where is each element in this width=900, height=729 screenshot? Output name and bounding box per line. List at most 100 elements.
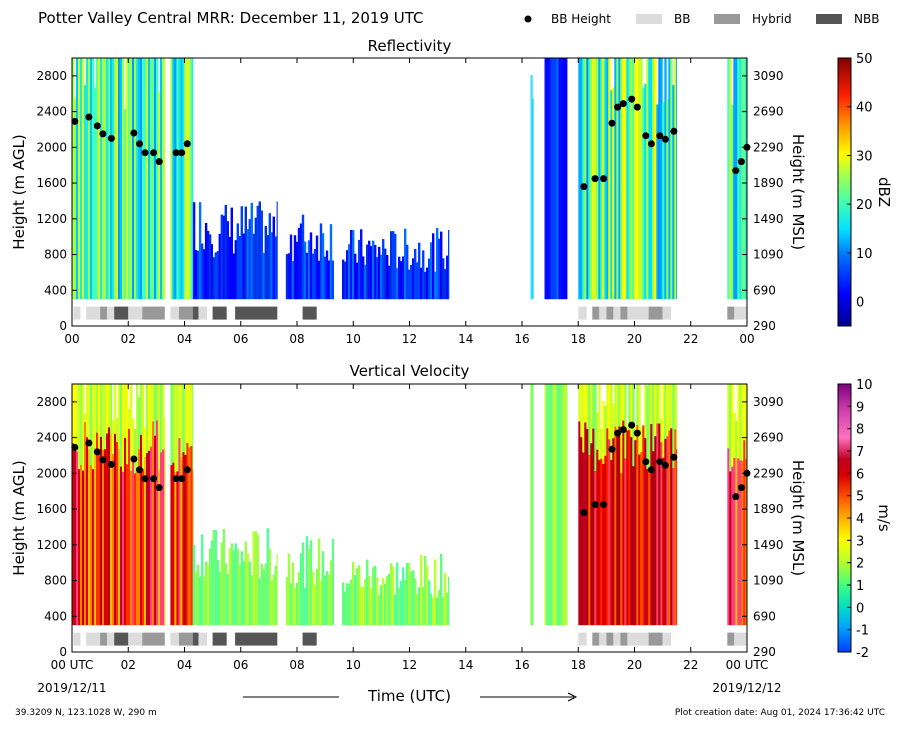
heatmap-cell (741, 384, 744, 461)
bb-height-point (71, 117, 79, 125)
bb-type-segment (613, 632, 621, 646)
heatmap-cell (297, 227, 301, 300)
x-tick-label: 22 (683, 658, 698, 672)
heatmap-cell (88, 449, 91, 626)
legend-label: BB Height (551, 12, 611, 26)
bb-height-point (93, 448, 101, 456)
heatmap-cell (638, 384, 641, 455)
heatmap-cell (530, 75, 533, 300)
heatmap-cell (323, 256, 327, 300)
heatmap-cell (114, 58, 117, 300)
bb-type-segment (192, 306, 199, 320)
legend-item: BB (636, 12, 690, 26)
heatmap-cell (192, 544, 196, 626)
heatmap-cell (138, 449, 141, 626)
heatmap-cell (586, 428, 589, 626)
reflectivity-heatmap (72, 58, 747, 300)
heatmap-cell (148, 384, 151, 451)
heatmap-cell (350, 579, 353, 626)
heatmap-cell (530, 384, 533, 626)
bb-height-point (628, 421, 636, 429)
x-ticks-top: 00 02 04 06 08 10 12 14 16 18 20 22 00 (64, 58, 755, 346)
heatmap-cell (319, 223, 323, 300)
bb-type-segment (114, 306, 129, 320)
heatmap-cell (297, 572, 301, 626)
heatmap-cell (376, 577, 379, 626)
heatmap-cell (668, 384, 671, 431)
bb-type-segment (86, 632, 101, 646)
heatmap-cell (124, 437, 127, 626)
heatmap-cell (646, 59, 649, 300)
heatmap-cell (98, 449, 101, 626)
bb-height-point (656, 458, 664, 466)
heatmap-cell (432, 597, 435, 626)
x-tick-label: 20 (627, 332, 642, 346)
heatmap-cell (178, 384, 181, 439)
x-tick-label: 14 (458, 658, 473, 672)
heatmap-cell (650, 424, 653, 626)
bb-height-point (642, 132, 650, 140)
heatmap-cell (362, 256, 365, 300)
heatmap-cell (588, 384, 591, 455)
heatmap-cell (618, 384, 621, 427)
heatmap-cell (668, 58, 671, 300)
heatmap-cell (180, 384, 183, 457)
heatmap-cell (582, 452, 585, 626)
heatmap-cell (270, 580, 273, 626)
heatmap-cell (590, 58, 593, 300)
heatmap-cell (295, 241, 299, 300)
heatmap-cell (186, 384, 189, 443)
heatmap-cell (660, 419, 663, 443)
heatmap-cell (206, 230, 210, 300)
heatmap-cell (248, 219, 251, 300)
heatmap-cell (327, 260, 331, 300)
bb-type-strip-bottom (73, 632, 747, 646)
heatmap-cell (321, 233, 325, 300)
heatmap-cell (84, 422, 87, 626)
bb-type-segment (620, 632, 628, 646)
heatmap-cell (317, 538, 321, 626)
heatmap-cell (654, 384, 657, 437)
bb-height-point (670, 127, 678, 135)
bb-height-point (172, 149, 180, 157)
heatmap-cell (348, 244, 351, 300)
heatmap-cell (329, 224, 333, 300)
heatmap-cell (424, 271, 427, 300)
bb-type-segment (627, 632, 649, 646)
bb-type-segment (100, 632, 108, 646)
heatmap-cell (170, 384, 173, 466)
heatmap-cell (134, 58, 137, 300)
heatmap-cell (96, 432, 99, 626)
heatmap-cell (372, 240, 375, 300)
heatmap-cell (404, 579, 407, 626)
heatmap-cell (240, 551, 243, 626)
heatmap-cell (366, 559, 369, 626)
heatmap-cell (78, 384, 81, 470)
colorbar-tick-label: 40 (856, 101, 873, 116)
heatmap-cell (134, 428, 137, 474)
heatmap-cell (426, 267, 429, 300)
x-tick-label: 12 (402, 658, 417, 672)
heatmap-cell (735, 420, 738, 458)
heatmap-cell (414, 248, 417, 300)
heatmap-cell (624, 59, 627, 300)
heatmap-cell (735, 457, 738, 626)
bb-height-point (172, 475, 180, 483)
heatmap-cell (196, 564, 200, 626)
heatmap-cell (586, 58, 589, 300)
bb-type-segment (235, 632, 278, 646)
heatmap-cell (124, 109, 127, 300)
heatmap-cell (174, 384, 177, 473)
y-tick-label: 400 (44, 283, 67, 297)
heatmap-cell (170, 465, 173, 626)
ylabel-right-top: Height (m MSL) (789, 134, 807, 250)
heatmap-cell (104, 58, 107, 300)
heatmap-cell (236, 223, 239, 300)
x-tick-label: 00 UTC (726, 658, 769, 672)
ylabel-right-bottom: Height (m MSL) (789, 460, 807, 576)
heatmap-cell (154, 435, 157, 626)
heatmap-cell (222, 528, 225, 626)
heatmap-cell (360, 586, 363, 626)
heatmap-cell (140, 434, 143, 626)
x-tick-label: 00 UTC (51, 658, 94, 672)
